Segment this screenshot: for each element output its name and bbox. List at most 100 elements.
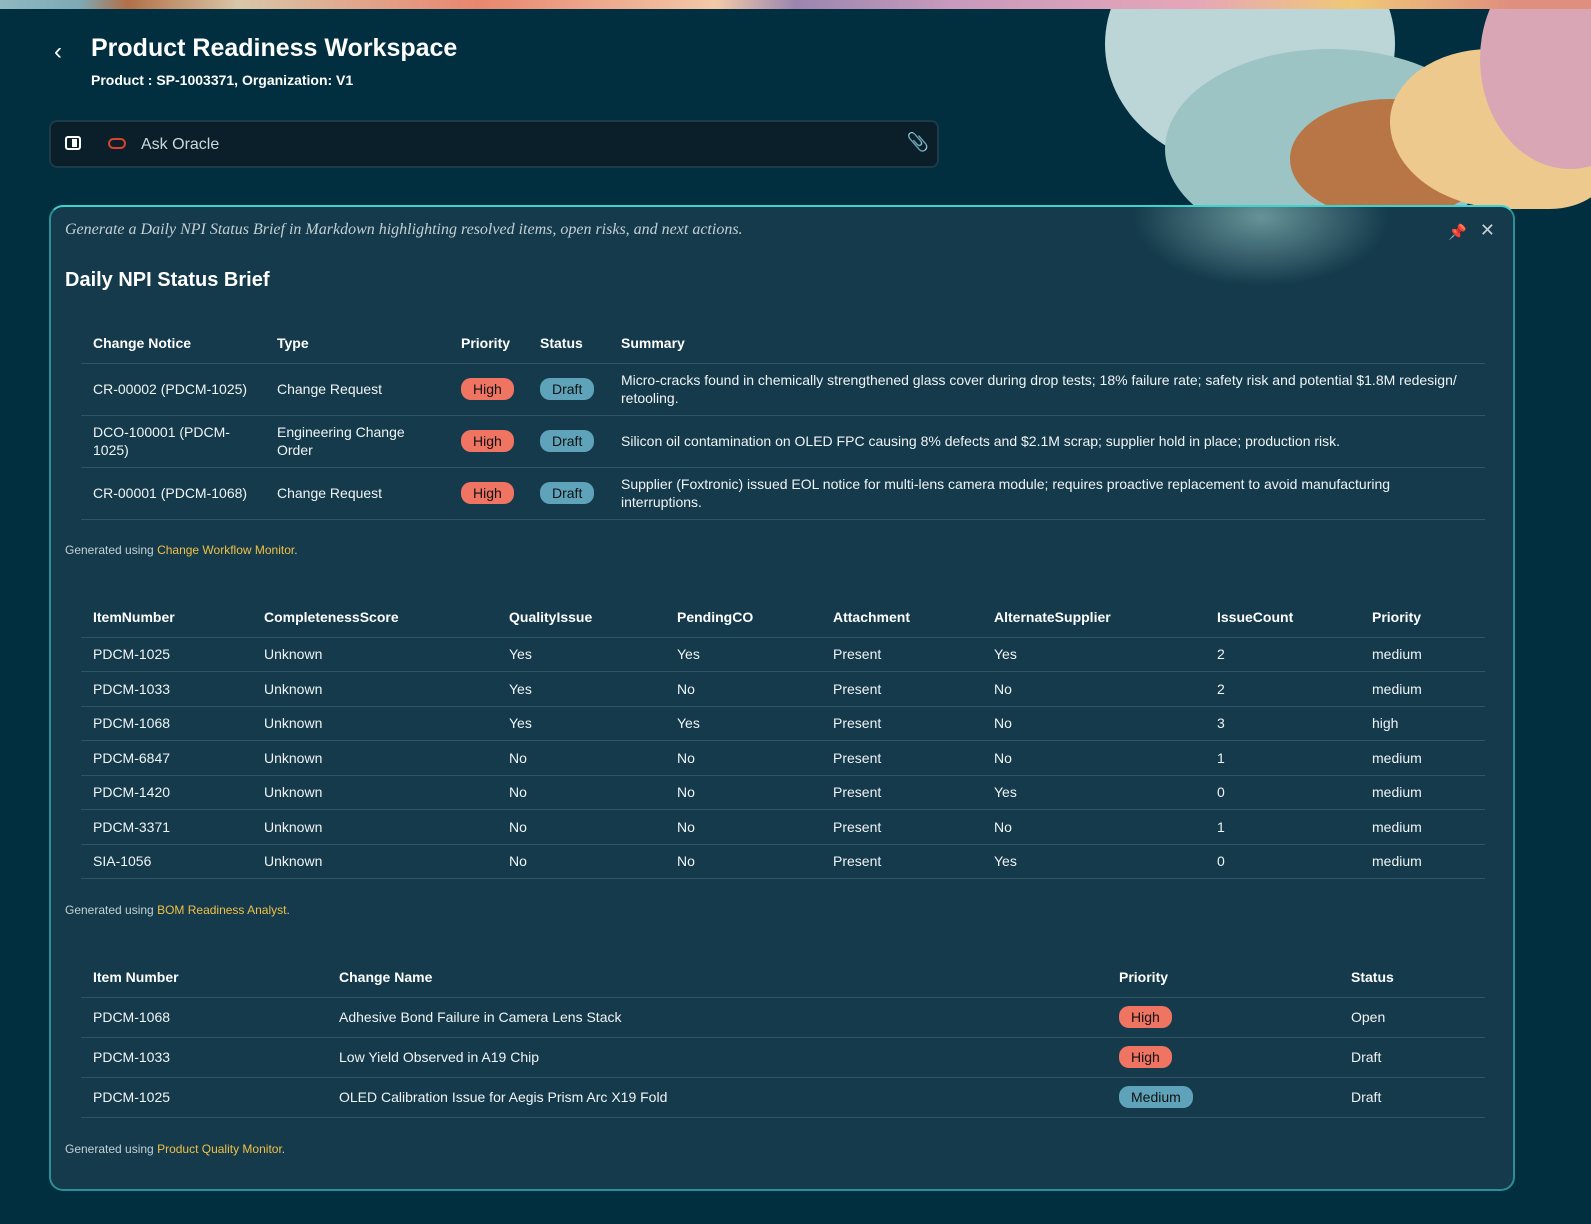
- table-cell: No: [497, 740, 665, 776]
- table-row: CR-00001 (PDCM-1068) Change Request High Dr…: [81, 467, 1485, 520]
- table-cell: high: [1360, 706, 1485, 741]
- table-cell: Present: [821, 637, 982, 672]
- ask-oracle-input[interactable]: [141, 132, 901, 158]
- table-cell: medium: [1360, 809, 1485, 845]
- column-header: PendingCO: [665, 597, 821, 638]
- table-cell: Draft: [528, 363, 609, 416]
- page-title: Product Readiness Workspace: [91, 34, 458, 62]
- attachment-paperclip-icon[interactable]: 📎: [906, 132, 929, 152]
- table-cell: Open: [1339, 997, 1485, 1038]
- back-chevron-icon[interactable]: ‹: [54, 38, 62, 65]
- table-cell: CR-00002 (PDCM-1025): [81, 363, 265, 416]
- table-cell: PDCM-1033: [81, 671, 252, 707]
- table-cell: Unknown: [252, 637, 497, 672]
- column-header: Status: [528, 323, 609, 364]
- column-header: Item Number: [81, 957, 327, 998]
- change-workflow-monitor-link[interactable]: Change Workflow Monitor: [157, 543, 295, 557]
- table-cell: Yes: [665, 637, 821, 672]
- table-cell: 0: [1205, 844, 1360, 879]
- table-cell: Present: [821, 671, 982, 707]
- table-row: PDCM-6847 Unknown No No Present No 1 medium: [81, 740, 1485, 776]
- side-panel-icon[interactable]: [65, 136, 81, 150]
- status-badge: Draft: [540, 378, 595, 400]
- priority-badge: High: [461, 430, 514, 452]
- table-cell: Unknown: [252, 844, 497, 879]
- table-cell: Present: [821, 844, 982, 879]
- table-cell: No: [497, 844, 665, 879]
- priority-badge: High: [461, 482, 514, 504]
- column-header: Priority: [1107, 957, 1339, 998]
- table-row: PDCM-3371 Unknown No No Present No 1 medium: [81, 809, 1485, 845]
- table-cell: PDCM-3371: [81, 809, 252, 845]
- table-cell: Yes: [982, 637, 1205, 672]
- table-row: DCO-100001 (PDCM-1025) Engineering Change…: [81, 415, 1485, 468]
- generated-note: Generated using Change Workflow Monitor.: [65, 543, 298, 557]
- table-cell: No: [497, 809, 665, 845]
- table-cell: Present: [821, 706, 982, 741]
- table-cell: SIA-1056: [81, 844, 252, 879]
- table-cell: Medium: [1107, 1077, 1339, 1118]
- table-cell: 1: [1205, 809, 1360, 845]
- brief-title: Daily NPI Status Brief: [65, 269, 270, 291]
- table-cell: Yes: [497, 637, 665, 672]
- table-cell: medium: [1360, 740, 1485, 776]
- table-cell: Present: [821, 740, 982, 776]
- table-cell: PDCM-1068: [81, 997, 327, 1038]
- column-header: Type: [265, 323, 449, 364]
- generated-note: Generated using Product Quality Monitor.: [65, 1142, 285, 1156]
- table-cell: Yes: [497, 706, 665, 741]
- product-quality-monitor-link[interactable]: Product Quality Monitor: [157, 1142, 282, 1156]
- quality-issues-table: Item Number Change Name Priority Status PDCM…: [81, 957, 1485, 1118]
- table-cell: No: [665, 844, 821, 879]
- table-cell: Adhesive Bond Failure in Camera Lens Sta…: [327, 997, 1107, 1038]
- table-cell: Present: [821, 809, 982, 845]
- table-row: PDCM-1033 Unknown Yes No Present No 2 medium: [81, 671, 1485, 707]
- table-cell: Draft: [1339, 1037, 1485, 1078]
- table-row: SIA-1056 Unknown No No Present Yes 0 medium: [81, 844, 1485, 879]
- status-badge: Draft: [540, 482, 595, 504]
- table-cell: High: [1107, 997, 1339, 1038]
- table-cell: 2: [1205, 671, 1360, 707]
- table-cell: Unknown: [252, 740, 497, 776]
- change-notice-table: Change Notice Type Priority Status Summary CR…: [81, 323, 1485, 520]
- table-cell: Yes: [982, 844, 1205, 879]
- table-cell: No: [982, 740, 1205, 776]
- table-cell: High: [1107, 1037, 1339, 1078]
- table-cell: Unknown: [252, 775, 497, 810]
- table-cell: Yes: [665, 706, 821, 741]
- pin-icon[interactable]: 📌: [1448, 224, 1467, 241]
- table-cell: PDCM-1025: [81, 1077, 327, 1118]
- table-cell: DCO-100001 (PDCM-1025): [81, 415, 265, 468]
- table-cell: High: [449, 467, 528, 520]
- table-cell: Unknown: [252, 706, 497, 741]
- column-header: Priority: [1360, 597, 1485, 638]
- table-cell: PDCM-6847: [81, 740, 252, 776]
- close-icon[interactable]: ✕: [1479, 220, 1495, 240]
- table-cell: No: [497, 775, 665, 810]
- generated-suffix: .: [294, 543, 298, 557]
- table-row: PDCM-1025 OLED Calibration Issue for Aegi…: [81, 1077, 1485, 1118]
- column-header: Change Name: [327, 957, 1107, 998]
- table-cell: 3: [1205, 706, 1360, 741]
- table-cell: medium: [1360, 844, 1485, 879]
- table-cell: PDCM-1068: [81, 706, 252, 741]
- column-header: Status: [1339, 957, 1485, 998]
- table-cell: Unknown: [252, 671, 497, 707]
- generated-prefix: Generated using: [65, 543, 158, 557]
- table-cell: No: [982, 809, 1205, 845]
- table-cell: No: [982, 671, 1205, 707]
- table-cell: PDCM-1420: [81, 775, 252, 810]
- table-cell: No: [982, 706, 1205, 741]
- table-cell: No: [665, 671, 821, 707]
- column-header: AlternateSupplier: [982, 597, 1205, 638]
- table-cell: High: [449, 363, 528, 416]
- generated-suffix: .: [281, 1142, 286, 1156]
- table-cell: 0: [1205, 775, 1360, 810]
- column-header: ItemNumber: [81, 597, 252, 638]
- bom-readiness-analyst-link[interactable]: BOM Readiness Analyst: [157, 903, 287, 917]
- table-cell: Silicon oil contamination on OLED FPC ca…: [609, 415, 1485, 468]
- table-cell: Change Request: [265, 363, 449, 416]
- generated-prefix: Generated using: [65, 1142, 158, 1156]
- table-cell: medium: [1360, 775, 1485, 810]
- generated-prefix: Generated using: [65, 903, 158, 917]
